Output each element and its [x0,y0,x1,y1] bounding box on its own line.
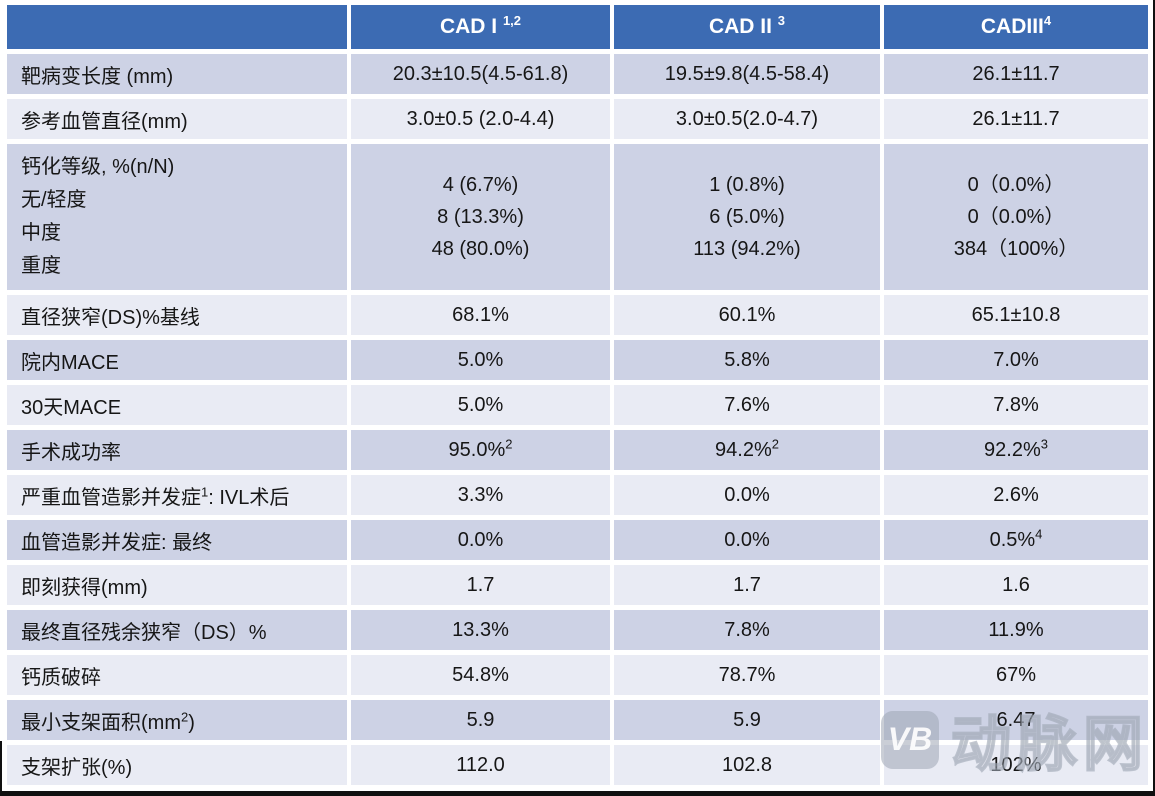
cell-value: 5.9 [351,700,610,740]
cell-value: 0（0.0%） 0（0.0%） 384（100%） [884,144,1148,290]
cell-value: 92.2%3 [884,430,1148,470]
cell-value: 65.1±10.8 [884,295,1148,335]
cell-value: 7.8% [884,385,1148,425]
row-label: 严重血管造影并发症1: IVL术后 [7,475,347,515]
cell-value: 102.8 [614,745,880,785]
cell-value: 5.0% [351,385,610,425]
table-row: 血管造影并发症: 最终 0.0% 0.0% 0.5%4 [7,520,1148,560]
cell-value: 112.0 [351,745,610,785]
cell-value: 68.1% [351,295,610,335]
table-row: 靶病变长度 (mm) 20.3±10.5(4.5-61.8) 19.5±9.8(… [7,54,1148,94]
cell-value: 3.3% [351,475,610,515]
cell-value: 26.1±11.7 [884,99,1148,139]
row-label: 血管造影并发症: 最终 [7,520,347,560]
header-row: CAD I 1,2 CAD II 3 CADIII4 [7,5,1148,49]
row-label: 钙化等级, %(n/N) 无/轻度 中度 重度 [7,144,347,290]
cell-value: 78.7% [614,655,880,695]
cell-value: 7.6% [614,385,880,425]
cell-value: 7.8% [614,610,880,650]
cell-value: 0.0% [614,520,880,560]
cell-value: 13.3% [351,610,610,650]
cell-value: 0.5%4 [884,520,1148,560]
comparison-table: CAD I 1,2 CAD II 3 CADIII4 靶病变长度 (mm) 20… [3,0,1152,790]
row-label: 最小支架面积(mm2) [7,700,347,740]
table-row: 最终直径残余狭窄（DS）% 13.3% 7.8% 11.9% [7,610,1148,650]
cell-value: 11.9% [884,610,1148,650]
cell-value: 20.3±10.5(4.5-61.8) [351,54,610,94]
cell-value: 5.0% [351,340,610,380]
bottom-left-border [0,741,2,791]
column-header-cad3: CADIII4 [884,5,1148,49]
cell-value: 1.6 [884,565,1148,605]
table-row-calcification: 钙化等级, %(n/N) 无/轻度 中度 重度 4 (6.7%) 8 (13.3… [7,144,1148,290]
column-header-blank [7,5,347,49]
cell-value: 1.7 [614,565,880,605]
row-label: 直径狭窄(DS)%基线 [7,295,347,335]
cell-value: 0.0% [614,475,880,515]
cell-value: 60.1% [614,295,880,335]
row-label: 参考血管直径(mm) [7,99,347,139]
cell-value: 3.0±0.5(2.0-4.7) [614,99,880,139]
table-row: 院内MACE 5.0% 5.8% 7.0% [7,340,1148,380]
table-row: 钙质破碎 54.8% 78.7% 67% [7,655,1148,695]
table-row: 严重血管造影并发症1: IVL术后 3.3% 0.0% 2.6% [7,475,1148,515]
row-label: 靶病变长度 (mm) [7,54,347,94]
cell-value: 6.47 [884,700,1148,740]
cell-value: 54.8% [351,655,610,695]
table-row: 参考血管直径(mm) 3.0±0.5 (2.0-4.4) 3.0±0.5(2.0… [7,99,1148,139]
cell-value: 5.8% [614,340,880,380]
row-label: 院内MACE [7,340,347,380]
row-label: 30天MACE [7,385,347,425]
cell-value: 102% [884,745,1148,785]
column-header-cad1: CAD I 1,2 [351,5,610,49]
table-row: 支架扩张(%) 112.0 102.8 102% [7,745,1148,785]
table-row: 30天MACE 5.0% 7.6% 7.8% [7,385,1148,425]
cell-value: 19.5±9.8(4.5-58.4) [614,54,880,94]
row-label: 钙质破碎 [7,655,347,695]
table-row: 手术成功率 95.0%2 94.2%2 92.2%3 [7,430,1148,470]
cell-value: 94.2%2 [614,430,880,470]
cell-value: 1 (0.8%) 6 (5.0%) 113 (94.2%) [614,144,880,290]
row-label: 支架扩张(%) [7,745,347,785]
row-label: 手术成功率 [7,430,347,470]
cell-value: 5.9 [614,700,880,740]
row-label: 即刻获得(mm) [7,565,347,605]
cell-value: 4 (6.7%) 8 (13.3%) 48 (80.0%) [351,144,610,290]
cell-value: 0.0% [351,520,610,560]
cell-value: 1.7 [351,565,610,605]
row-label: 最终直径残余狭窄（DS）% [7,610,347,650]
cell-value: 26.1±11.7 [884,54,1148,94]
cell-value: 95.0%2 [351,430,610,470]
cell-value: 3.0±0.5 (2.0-4.4) [351,99,610,139]
cell-value: 67% [884,655,1148,695]
table-row: 最小支架面积(mm2) 5.9 5.9 6.47 [7,700,1148,740]
table-row: 即刻获得(mm) 1.7 1.7 1.6 [7,565,1148,605]
column-header-cad2: CAD II 3 [614,5,880,49]
cell-value: 7.0% [884,340,1148,380]
cell-value: 2.6% [884,475,1148,515]
table-row: 直径狭窄(DS)%基线 68.1% 60.1% 65.1±10.8 [7,295,1148,335]
